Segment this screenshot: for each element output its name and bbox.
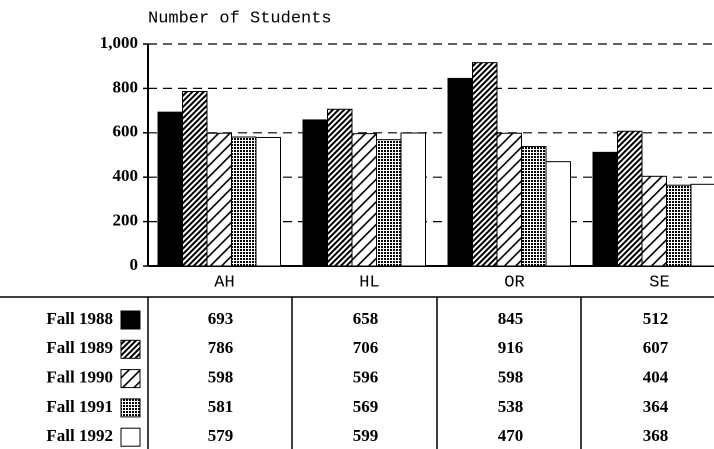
table-value: 404 [643, 368, 669, 387]
bar [472, 62, 498, 267]
legend-swatch [120, 310, 141, 330]
table-value: 786 [208, 338, 234, 357]
bar [376, 139, 402, 267]
legend-label: Fall 1988 [46, 309, 113, 328]
table-value: 596 [353, 368, 379, 387]
legend-label: Fall 1990 [46, 368, 113, 387]
table-value: 598 [498, 368, 524, 387]
table-value: 364 [643, 397, 669, 416]
table-value: 598 [208, 368, 234, 387]
table-value: 599 [353, 426, 379, 445]
table-value: 658 [353, 309, 379, 328]
table-value: 845 [498, 309, 524, 328]
table-value: 607 [643, 338, 669, 357]
bar [206, 132, 232, 267]
table-value: 512 [643, 309, 669, 328]
table-value: 569 [353, 397, 379, 416]
bar [255, 136, 281, 267]
bar [521, 146, 547, 267]
table-value: 579 [208, 426, 234, 445]
table-value: 368 [643, 426, 669, 445]
bar [157, 111, 183, 267]
bar [182, 91, 208, 267]
bar [447, 77, 473, 267]
bar [641, 175, 667, 267]
bar [302, 119, 328, 267]
y-tick-label: 800 [113, 77, 139, 96]
bar [400, 132, 426, 267]
legend-swatch [120, 369, 141, 389]
bar [351, 133, 377, 267]
legend-swatch [120, 398, 141, 418]
bar [592, 151, 618, 267]
table-value: 693 [208, 309, 234, 328]
legend-label: Fall 1989 [46, 338, 113, 357]
bar [617, 130, 643, 267]
bar [666, 184, 692, 267]
bar [231, 136, 257, 267]
bar [545, 161, 571, 267]
bar [327, 108, 353, 267]
table-value: 581 [208, 397, 234, 416]
table-value: 916 [498, 338, 524, 357]
chart-title: Number of Students [148, 9, 332, 28]
table-value: 706 [353, 338, 379, 357]
y-tick-label: 1,000 [100, 33, 138, 52]
y-tick-label: 200 [113, 211, 139, 230]
table-value: 470 [498, 426, 524, 445]
y-tick-label: 0 [130, 255, 139, 274]
legend-label: Fall 1991 [46, 397, 113, 416]
x-tick-label: SE [649, 273, 669, 292]
table-value: 538 [498, 397, 524, 416]
legend-label: Fall 1992 [46, 426, 113, 445]
bar [690, 183, 714, 267]
legend-swatch [120, 339, 141, 359]
y-tick-label: 600 [113, 122, 139, 141]
x-tick-label: AH [214, 273, 234, 292]
y-tick-label: 400 [113, 166, 139, 185]
x-tick-label: HL [359, 273, 379, 292]
bar [496, 132, 522, 267]
legend-swatch [120, 427, 141, 447]
x-tick-label: OR [504, 273, 524, 292]
